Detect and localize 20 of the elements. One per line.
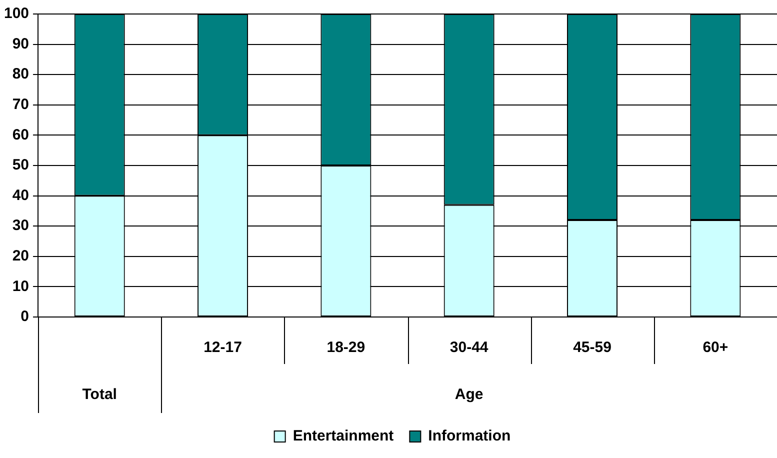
- x-axis-title: Age: [454, 386, 484, 404]
- y-tick-label: 40: [12, 186, 30, 204]
- legend-label: Entertainment: [292, 428, 394, 445]
- y-tick-label: 90: [12, 35, 30, 52]
- y-tick-label: 30: [12, 217, 30, 234]
- y-tick-label: 70: [12, 96, 30, 114]
- x-tick-label: 45-59: [573, 339, 612, 356]
- y-tick-label: 80: [12, 66, 30, 83]
- x-tick-label: 60+: [702, 339, 728, 356]
- text: Total: [82, 386, 117, 404]
- x-tick-label: 18-29: [326, 339, 366, 356]
- x-tick-label: 12-17: [204, 339, 242, 356]
- y-tick-label: 10: [12, 278, 30, 295]
- y-tick-label: 60: [12, 126, 30, 144]
- y-tick-label: 100: [4, 5, 30, 22]
- x-tick-label: 30-44: [450, 339, 489, 356]
- legend-label: Information: [428, 428, 511, 445]
- y-tick-label: 0: [20, 308, 30, 326]
- y-tick-label: 50: [12, 156, 30, 174]
- y-tick-label: 20: [12, 248, 30, 265]
